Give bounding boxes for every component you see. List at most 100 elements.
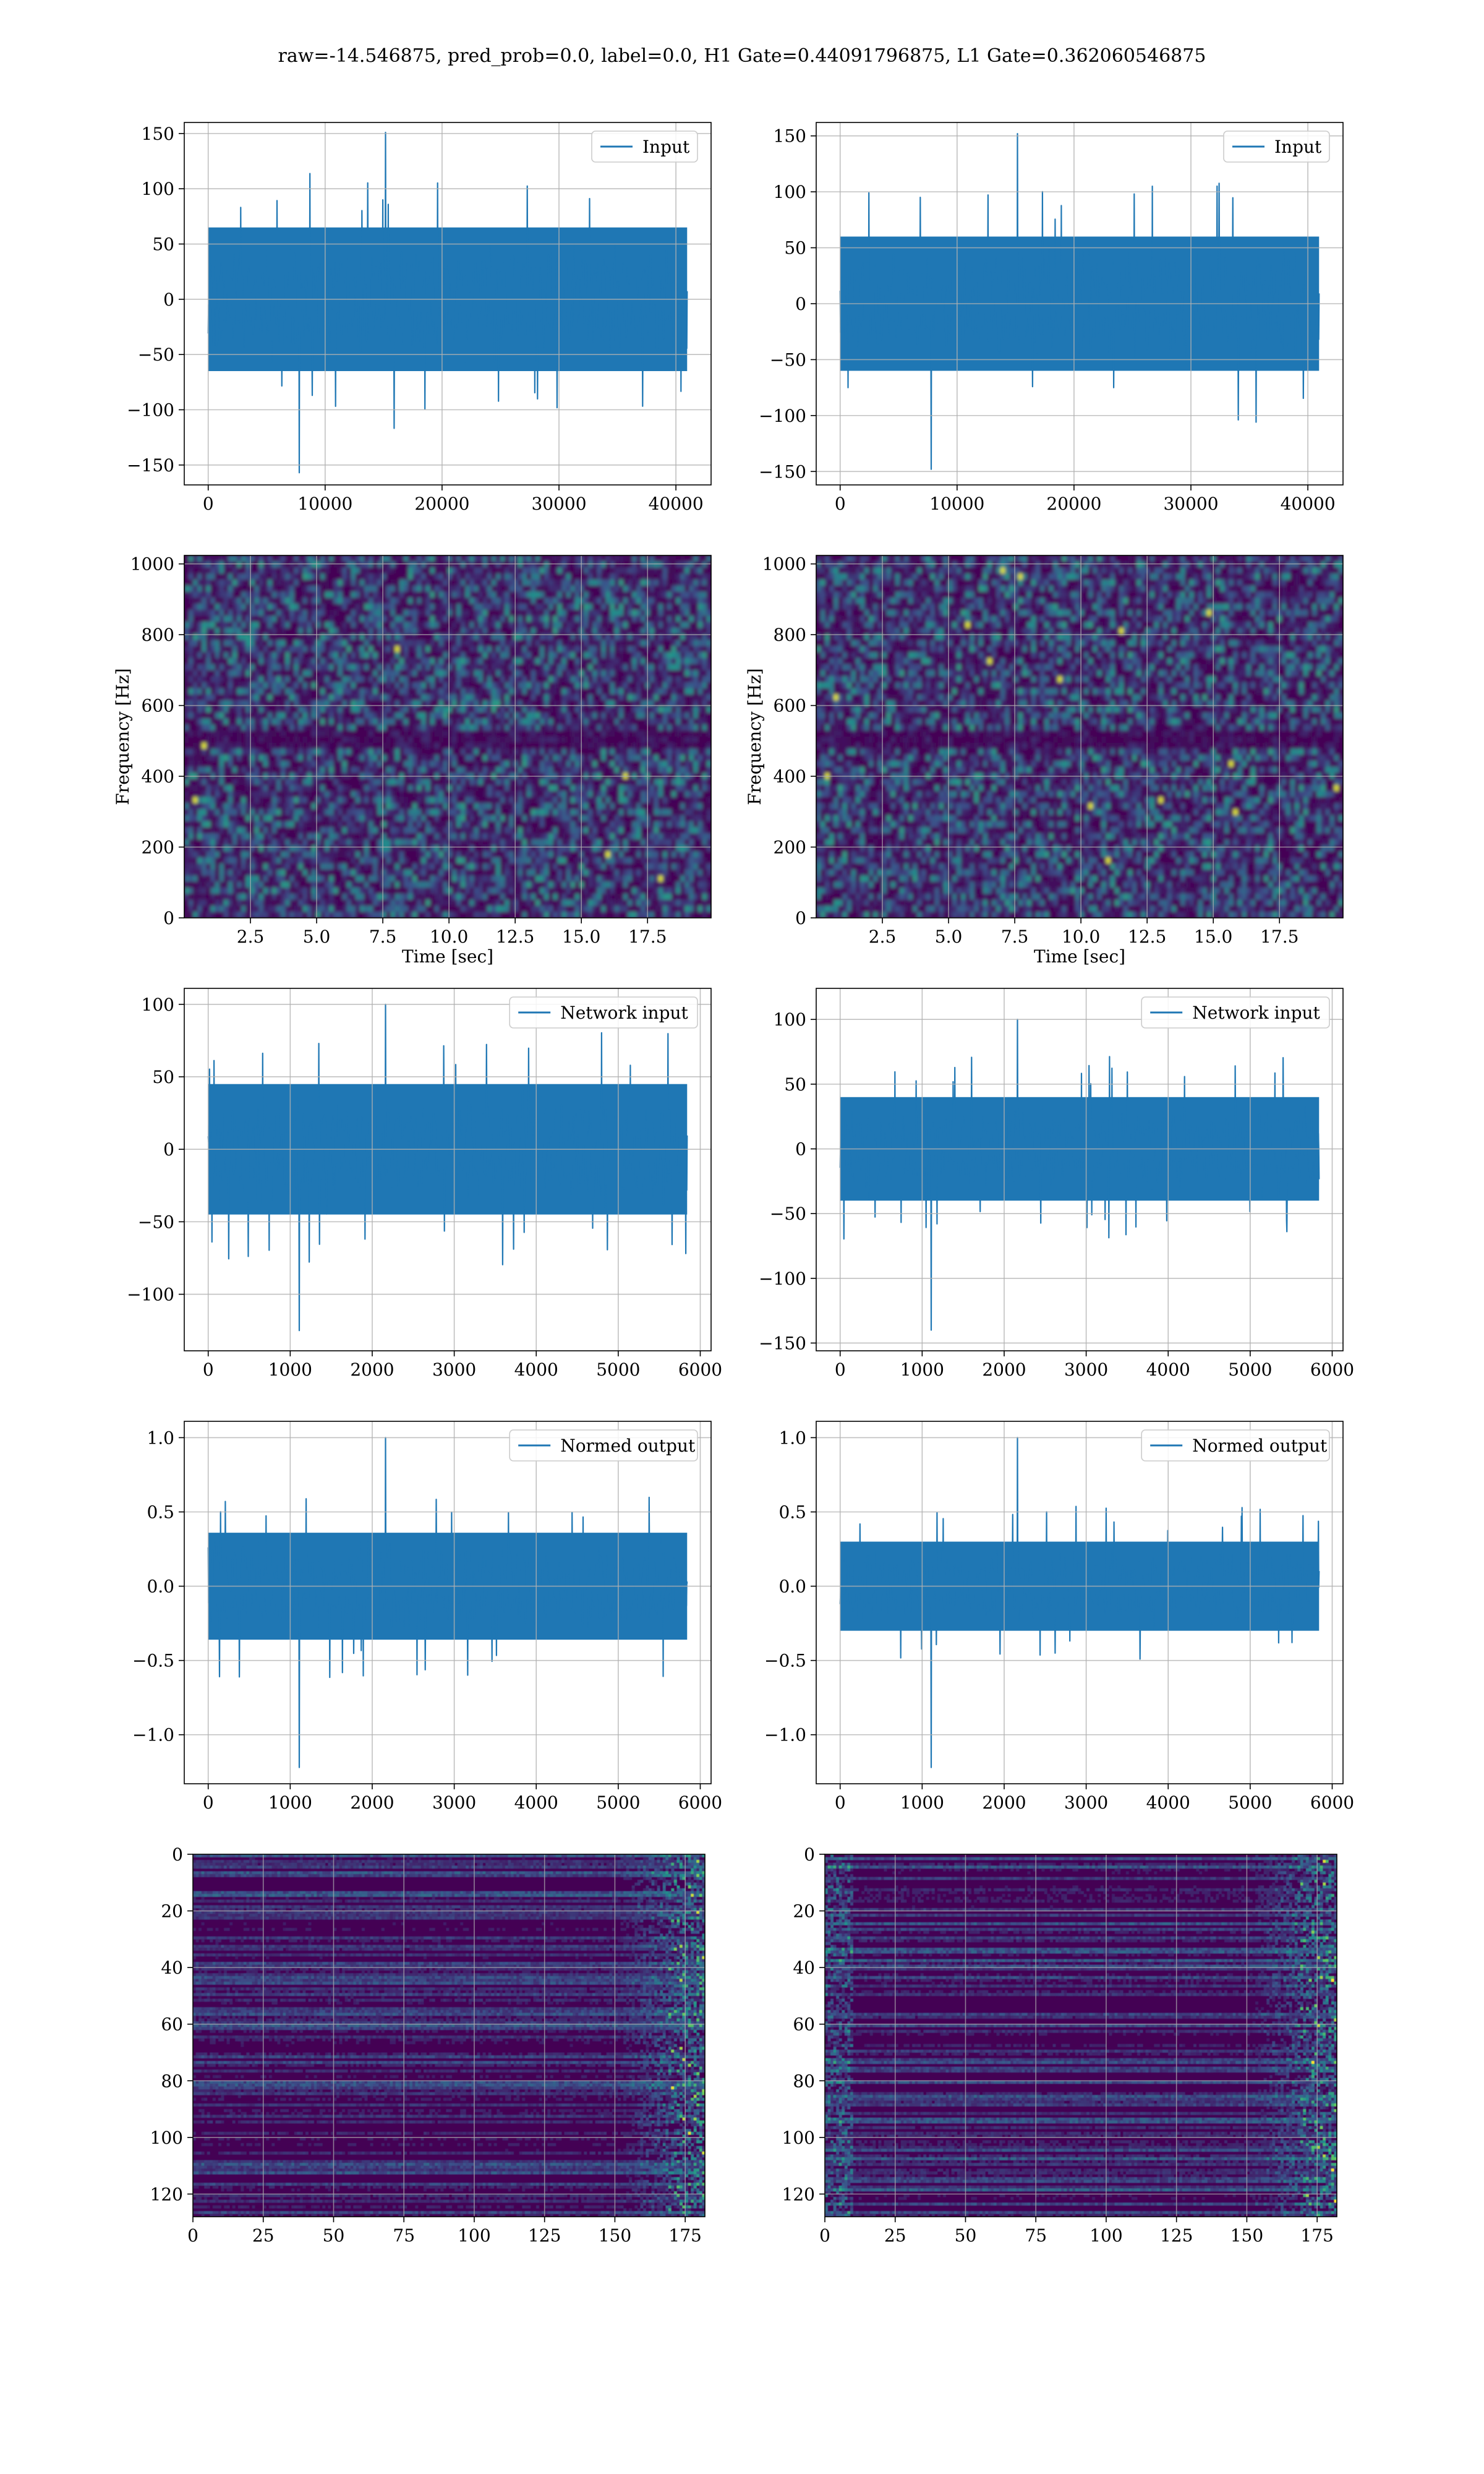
h1-spectrogram-ytick-label: 0 xyxy=(163,908,174,928)
l1-feature-map-xtick-label: 125 xyxy=(1160,2225,1193,2246)
l1-feature-map-grid xyxy=(825,1854,1337,2217)
l1-network-input-xtick-label: 0 xyxy=(835,1359,846,1380)
l1-spectrogram-xtick-label: 17.5 xyxy=(1260,927,1298,947)
h1-normed-output-xtick-label: 2000 xyxy=(350,1792,394,1813)
h1-spectrogram-xtick-label: 5.0 xyxy=(303,927,331,947)
l1-normed-output-xtick-label: 0 xyxy=(835,1792,846,1813)
l1-normed-output-ytick-label: 1.0 xyxy=(778,1427,806,1448)
h1-network-input-legend-label: Network input xyxy=(560,1003,688,1023)
l1-spectrogram-xtick-label: 12.5 xyxy=(1128,927,1166,947)
l1-normed-output-ytick-label: 0.0 xyxy=(778,1577,806,1597)
l1-feature-map-ytick-label: 100 xyxy=(782,2128,815,2148)
h1-network-input-legend-box xyxy=(509,996,698,1029)
h1-network-input-xtick-label: 1000 xyxy=(268,1359,312,1380)
l1-feature-map-ytick-label: 0 xyxy=(804,1844,815,1865)
h1-input-ytick-label: −150 xyxy=(127,455,174,476)
h1-normed-output-axes-frame xyxy=(184,1421,712,1784)
l1-normed-output-legend-box xyxy=(1141,1429,1330,1462)
l1-network-input-ytick-label: −100 xyxy=(759,1269,806,1289)
h1-normed-output-xtick-label: 1000 xyxy=(268,1792,312,1813)
h1-feature-map-ytick-label: 0 xyxy=(172,1844,183,1865)
l1-spectrogram-ylabel: Frequency [Hz] xyxy=(744,668,765,805)
l1-input-ytick-label: 100 xyxy=(774,182,806,202)
h1-network-input-xtick-label: 6000 xyxy=(678,1359,722,1380)
l1-input-plot-area xyxy=(816,122,1343,485)
h1-feature-map-chart: 0 25 50 75 100 125 150 175 0 20 40 60 80 100 120 xyxy=(150,1844,706,2246)
h1-normed-output-plot-area xyxy=(184,1421,711,1784)
l1-normed-output-series-line xyxy=(839,1437,1320,1768)
h1-feature-map-ytick-label: 120 xyxy=(150,2184,183,2204)
h1-normed-output-xtick-label: 4000 xyxy=(514,1792,558,1813)
l1-input-xtick-label: 20000 xyxy=(1046,494,1101,514)
l1-network-input-legend-label: Network input xyxy=(1192,1003,1320,1023)
h1-input-xtick-label: 0 xyxy=(203,494,214,514)
l1-network-input-xtick-label: 3000 xyxy=(1064,1359,1108,1380)
h1-spectrogram-xtick-label: 12.5 xyxy=(496,927,534,947)
h1-spectrogram-xlabel: Time [sec] xyxy=(402,946,493,967)
h1-feature-map-ytick-label: 80 xyxy=(161,2071,183,2091)
h1-normed-output-ytick-label: −1.0 xyxy=(132,1725,174,1745)
l1-input-legend-box xyxy=(1223,131,1330,163)
l1-network-input-ytick-label: −50 xyxy=(770,1204,806,1224)
l1-normed-output-ytick-label: −0.5 xyxy=(764,1651,806,1671)
h1-spectrogram-axes-frame xyxy=(184,555,712,918)
l1-normed-output-plot-area xyxy=(816,1421,1343,1784)
l1-feature-map-xtick-label: 75 xyxy=(1025,2225,1047,2246)
h1-input-legend-label: Input xyxy=(642,137,690,157)
h1-normed-output-legend-label: Normed output xyxy=(560,1436,696,1456)
h1-spectrogram-xtick-label: 15.0 xyxy=(562,927,600,947)
l1-input-legend: Input xyxy=(1223,131,1330,163)
h1-normed-output-chart: 0 1000 2000 3000 4000 5000 6000 −1.0 −0.5 0.0 0.5 1… xyxy=(132,1421,722,1813)
h1-network-input-xtick-label: 4000 xyxy=(514,1359,558,1380)
l1-input-ytick-label: 0 xyxy=(795,294,806,314)
h1-input-xtick-label: 10000 xyxy=(297,494,352,514)
l1-network-input-legend-box xyxy=(1141,996,1330,1029)
h1-spectrogram-ytick-label: 600 xyxy=(142,696,174,716)
l1-feature-map-ytick-label: 60 xyxy=(793,2014,815,2035)
l1-spectrogram-xtick-label: 10.0 xyxy=(1062,927,1100,947)
l1-network-input-ytick-label: 0 xyxy=(795,1139,806,1160)
h1-normed-output-grid xyxy=(184,1421,711,1784)
l1-input-grid xyxy=(816,122,1343,485)
h1-network-input-ytick-label: 50 xyxy=(152,1067,174,1087)
h1-normed-output-xtick-label: 5000 xyxy=(596,1792,640,1813)
h1-normed-output-xtick-label: 6000 xyxy=(678,1792,722,1813)
h1-normed-output-ytick-label: 0.5 xyxy=(147,1502,174,1523)
h1-input-ytick-label: 0 xyxy=(163,289,174,310)
l1-network-input-series-line xyxy=(839,1019,1320,1331)
l1-input-xtick-label: 10000 xyxy=(929,494,984,514)
h1-spectrogram-ytick-label: 800 xyxy=(142,625,174,645)
h1-spectrogram-xtick-label: 7.5 xyxy=(369,927,397,947)
h1-network-input-axes-frame xyxy=(184,988,712,1351)
h1-input-plot-area xyxy=(184,122,711,485)
l1-network-input-axes-frame xyxy=(816,988,1344,1351)
l1-feature-map-xtick-label: 25 xyxy=(884,2225,906,2246)
h1-feature-map-xtick-label: 0 xyxy=(187,2225,198,2246)
l1-spectrogram-chart: 2.5 5.0 7.5 10.0 12.5 15.0 17.5 0 200 400 600 800 10… xyxy=(744,554,1344,967)
l1-normed-output-xtick-label: 1000 xyxy=(900,1792,944,1813)
h1-feature-map-xtick-label: 50 xyxy=(323,2225,345,2246)
h1-input-chart: 0 10000 20000 30000 40000 −150 −100 −50 0 50 100 15… xyxy=(127,122,712,514)
h1-spectrogram-chart: 2.5 5.0 7.5 10.0 12.5 15.0 17.5 0 200 400 600 800 10… xyxy=(113,554,712,967)
l1-normed-output-ytick-label: 0.5 xyxy=(778,1502,806,1523)
l1-network-input-chart: 0 1000 2000 3000 4000 5000 6000 −150 −100 −50 0 50 1… xyxy=(759,988,1354,1380)
h1-input-legend-box xyxy=(591,131,698,163)
l1-network-input-xtick-label: 2000 xyxy=(982,1359,1026,1380)
l1-network-input-xtick-label: 6000 xyxy=(1310,1359,1354,1380)
h1-spectrogram-heatmap-cells xyxy=(184,555,711,918)
l1-feature-map-ytick-label: 40 xyxy=(793,1958,815,1978)
l1-feature-map-xtick-label: 0 xyxy=(819,2225,830,2246)
h1-feature-map-ytick-label: 100 xyxy=(150,2128,183,2148)
l1-feature-map-ytick-label: 20 xyxy=(793,1901,815,1922)
h1-network-input-xtick-label: 5000 xyxy=(596,1359,640,1380)
h1-network-input-xtick-label: 0 xyxy=(203,1359,214,1380)
l1-spectrogram-xtick-label: 15.0 xyxy=(1194,927,1232,947)
l1-normed-output-ytick-label: −1.0 xyxy=(764,1725,806,1745)
h1-normed-output-xtick-label: 3000 xyxy=(432,1792,476,1813)
l1-spectrogram-ytick-label: 200 xyxy=(774,837,806,858)
l1-input-series-line xyxy=(839,133,1320,470)
h1-input-series-line xyxy=(207,132,688,474)
h1-input-xtick-label: 40000 xyxy=(649,494,704,514)
h1-network-input-grid xyxy=(184,988,711,1351)
l1-feature-map-ytick-label: 120 xyxy=(782,2184,815,2204)
